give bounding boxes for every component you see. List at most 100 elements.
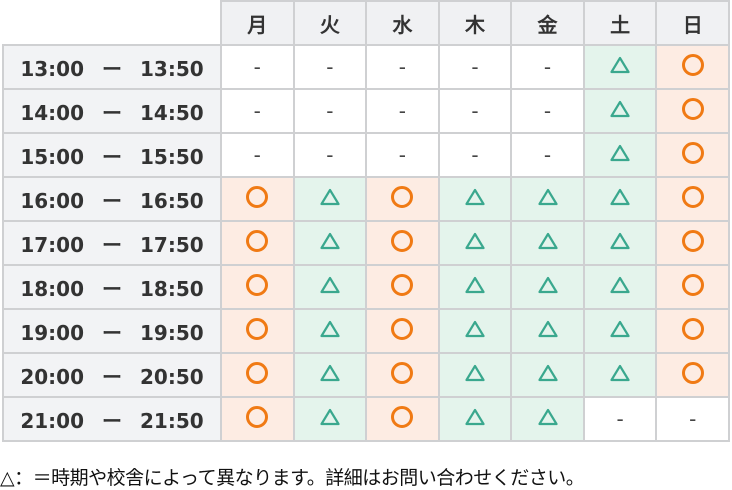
circle-icon	[681, 361, 704, 384]
availability-cell: -	[510, 44, 585, 90]
range-separator: ー	[102, 276, 122, 301]
start-time: 18:00	[20, 276, 84, 301]
circle-icon	[391, 317, 414, 340]
day-header: 火	[292, 0, 368, 46]
availability-cell: -	[220, 132, 295, 178]
availability-cell	[220, 396, 295, 442]
range-separator: ー	[102, 56, 122, 81]
availability-cell	[365, 220, 440, 266]
availability-cell	[510, 264, 585, 310]
triangle-icon	[610, 188, 630, 206]
start-time: 15:00	[20, 144, 84, 169]
circle-icon	[391, 273, 414, 296]
table-row: 14:00 ー 14:50- - - - -	[2, 88, 730, 134]
triangle-icon	[610, 144, 630, 162]
start-time: 21:00	[20, 408, 84, 433]
circle-icon	[681, 229, 704, 252]
availability-cell	[655, 176, 730, 222]
availability-cell	[582, 88, 658, 134]
table-row: 15:00 ー 15:50- - - - -	[2, 132, 730, 178]
triangle-icon	[320, 276, 340, 294]
circle-icon	[246, 405, 269, 428]
availability-cell	[655, 132, 730, 178]
availability-cell	[220, 220, 295, 266]
table-row: 16:00 ー 16:50	[2, 176, 730, 222]
triangle-icon	[465, 408, 485, 426]
range-separator: ー	[102, 364, 122, 389]
circle-icon	[246, 185, 269, 208]
time-slot: 17:00 ー 17:50	[2, 220, 222, 266]
triangle-icon	[610, 232, 630, 250]
table-row: 18:00 ー 18:50	[2, 264, 730, 310]
triangle-icon	[465, 364, 485, 382]
time-slot: 18:00 ー 18:50	[2, 264, 222, 310]
availability-cell	[510, 176, 585, 222]
availability-cell	[292, 308, 368, 354]
circle-icon	[391, 229, 414, 252]
availability-cell	[220, 352, 295, 398]
circle-icon	[681, 273, 704, 296]
availability-cell: -	[292, 132, 368, 178]
circle-icon	[246, 361, 269, 384]
time-slot: 20:00 ー 20:50	[2, 352, 222, 398]
availability-cell	[582, 220, 658, 266]
schedule-table: 月火水木金土日 13:00 ー 13:50- - - - -14:00 ー 14:50- - - - -…	[2, 0, 730, 442]
triangle-icon	[537, 276, 558, 294]
triangle-icon	[537, 320, 558, 338]
table-row: 19:00 ー 19:50	[2, 308, 730, 354]
range-separator: ー	[102, 144, 122, 169]
table-row: 17:00 ー 17:50	[2, 220, 730, 266]
circle-icon	[681, 97, 704, 120]
availability-cell	[437, 176, 513, 222]
availability-cell: -	[365, 88, 440, 134]
end-time: 19:50	[140, 320, 204, 345]
triangle-icon	[320, 320, 340, 338]
availability-cell	[510, 396, 585, 442]
day-header: 土	[582, 0, 658, 46]
triangle-icon	[610, 56, 630, 74]
availability-cell	[292, 396, 368, 442]
availability-cell	[655, 88, 730, 134]
availability-cell: -	[365, 132, 440, 178]
end-time: 15:50	[140, 144, 204, 169]
end-time: 14:50	[140, 100, 204, 125]
availability-cell	[582, 176, 658, 222]
availability-cell	[365, 264, 440, 310]
header-row: 月火水木金土日	[2, 0, 730, 46]
availability-cell	[292, 352, 368, 398]
availability-cell: -	[510, 88, 585, 134]
time-slot: 15:00 ー 15:50	[2, 132, 222, 178]
availability-cell	[365, 352, 440, 398]
availability-cell	[365, 308, 440, 354]
availability-cell: -	[292, 44, 368, 90]
availability-cell	[582, 352, 658, 398]
availability-cell	[655, 352, 730, 398]
circle-icon	[681, 185, 704, 208]
availability-cell	[582, 308, 658, 354]
range-separator: ー	[102, 320, 122, 345]
circle-icon	[246, 317, 269, 340]
table-row: 20:00 ー 20:50	[2, 352, 730, 398]
triangle-icon	[320, 188, 340, 206]
day-header: 木	[437, 0, 513, 46]
availability-cell	[582, 44, 658, 90]
start-time: 16:00	[20, 188, 84, 213]
triangle-icon	[610, 364, 630, 382]
availability-cell: -	[510, 132, 585, 178]
availability-cell	[437, 220, 513, 266]
availability-cell	[220, 264, 295, 310]
circle-icon	[681, 53, 704, 76]
triangle-icon	[320, 232, 340, 250]
time-slot: 13:00 ー 13:50	[2, 44, 222, 90]
availability-cell	[365, 176, 440, 222]
availability-cell	[655, 264, 730, 310]
time-slot: 21:00 ー 21:50	[2, 396, 222, 442]
triangle-icon	[610, 320, 630, 338]
circle-icon	[391, 361, 414, 384]
end-time: 13:50	[140, 56, 204, 81]
availability-cell	[510, 220, 585, 266]
day-header: 水	[365, 0, 440, 46]
day-header: 日	[655, 0, 730, 46]
availability-cell	[437, 396, 513, 442]
availability-cell	[365, 396, 440, 442]
